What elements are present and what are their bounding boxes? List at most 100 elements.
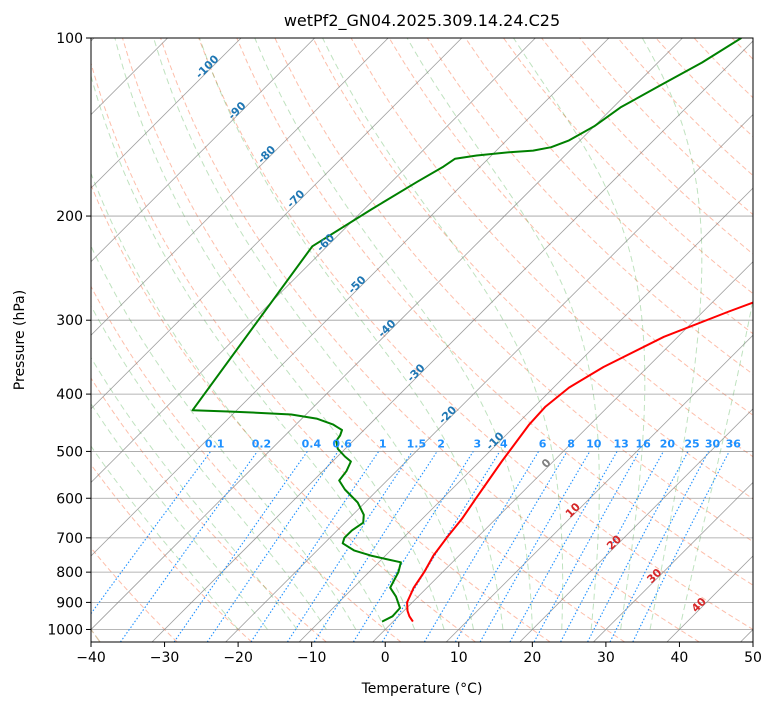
- moist-adiabat-line: [91, 305, 327, 630]
- mixing-ratio-line: [119, 451, 258, 642]
- x-tick-label: 50: [744, 650, 762, 666]
- moist-adiabat-line: [91, 172, 386, 630]
- mixing-ratio-line: [533, 451, 640, 642]
- isotherm-line: [225, 114, 753, 642]
- y-tick-label: 700: [56, 531, 83, 547]
- mixing-ratio-label: 16: [636, 437, 652, 450]
- background-grid: [91, 38, 753, 642]
- x-tick-label: 30: [597, 650, 615, 666]
- x-tick-label: −30: [150, 650, 180, 666]
- isotherm-line: [91, 38, 242, 189]
- mixing-ratio-label: 0.4: [302, 437, 322, 450]
- mixing-ratio-line: [632, 451, 730, 642]
- moist-adiabat-line: [678, 297, 753, 630]
- mixing-ratio-line: [587, 451, 689, 642]
- mixing-ratio-line: [250, 451, 380, 642]
- y-tick-label: 1000: [47, 622, 83, 638]
- mixing-ratio-label: 36: [726, 437, 742, 450]
- isotherm-line: [298, 187, 753, 642]
- y-tick-label: 300: [56, 313, 83, 329]
- dry-adiabat-line: [236, 38, 753, 586]
- mixing-ratio-line: [560, 451, 664, 642]
- mixing-ratio-line: [509, 451, 618, 642]
- isotherm-line: [372, 261, 753, 642]
- moist-adiabat-line: [199, 38, 504, 630]
- y-tick-label: 100: [56, 31, 83, 47]
- y-tick-label: 200: [56, 209, 83, 225]
- mixing-ratio-line: [609, 451, 709, 642]
- moist-adiabat-line: [91, 244, 357, 630]
- moist-adiabat-line: [91, 402, 268, 630]
- dewpoint-profile-line: [191, 38, 742, 623]
- y-tick-label: 900: [56, 595, 83, 611]
- moist-adiabat-line: [91, 74, 416, 630]
- moist-adiabat-line: [641, 38, 703, 630]
- isotherm-line: [445, 334, 753, 642]
- moist-adiabat-line: [114, 38, 445, 630]
- isotherm-line: [91, 38, 610, 557]
- axes: −40 −30 −20 −10 0 10 20 30 40 50 1000 900 800 700 600 5…: [47, 31, 762, 666]
- isotherm-line: [91, 38, 536, 483]
- dry-adiabat-line: [388, 38, 753, 416]
- mixing-ratio-line: [286, 451, 413, 642]
- mixing-ratio-line: [313, 451, 438, 642]
- mixing-ratio-label: 1: [379, 437, 387, 450]
- dry-adiabat-line: [122, 38, 625, 642]
- y-tick-label: 500: [56, 444, 83, 460]
- mixing-ratio-line: [91, 451, 212, 615]
- dry-adiabat-line: [503, 38, 753, 295]
- y-tick-label: 600: [56, 491, 83, 507]
- moist-adiabat-line: [91, 356, 298, 630]
- temperature-profile-line: [406, 301, 753, 623]
- x-tick-label: 20: [523, 650, 541, 666]
- mixing-ratio-label: 30: [705, 437, 721, 450]
- moist-adiabat-line: [322, 38, 564, 630]
- dry-adiabat-line: [312, 38, 753, 500]
- x-axis-label: Temperature (°C): [361, 681, 483, 697]
- mixing-ratio-label: 4: [500, 437, 508, 450]
- dry-adiabat-line: [91, 183, 476, 642]
- mixing-ratio-label: 25: [684, 437, 699, 450]
- y-tick-label: 400: [56, 387, 83, 403]
- mixing-ratio-label: 0.6: [332, 437, 352, 450]
- mixing-ratio-line: [423, 451, 540, 642]
- moist-adiabat-line: [91, 445, 239, 630]
- x-tick-label: 40: [671, 650, 689, 666]
- isotherm-line: [519, 408, 753, 642]
- profile-series: [191, 38, 753, 623]
- moist-adiabat-line: [254, 38, 533, 630]
- moist-adiabat-line: [513, 38, 646, 630]
- moist-adiabat-line: [406, 38, 600, 630]
- dry-adiabat-line: [91, 547, 178, 642]
- mixing-ratio-line: [173, 451, 308, 642]
- isotherm-line: [91, 38, 389, 336]
- chart-title: wetPf2_GN04.2025.309.14.24.C25: [284, 11, 560, 31]
- dry-adiabat-line: [464, 38, 753, 335]
- mixing-ratio-label: 0.1: [205, 437, 225, 450]
- isotherm-line: [151, 40, 753, 642]
- mixing-ratio-line: [206, 451, 339, 642]
- isotherm-line: [593, 481, 753, 642]
- mixing-ratio-label: 6: [539, 437, 547, 450]
- dry-adiabat-line: [91, 377, 327, 642]
- mixing-ratio-label: 8: [567, 437, 575, 450]
- isotherm-line: [91, 38, 315, 263]
- mixing-ratio-label: 3: [473, 437, 481, 450]
- y-tick-label: 800: [56, 565, 83, 581]
- mixing-ratio-label: 2: [437, 437, 445, 450]
- mixing-ratio-line: [352, 451, 474, 642]
- mixing-ratio-label: 13: [613, 437, 628, 450]
- mixing-ratio-label: 10: [586, 437, 602, 450]
- plot-frame: [90, 37, 754, 643]
- mixing-ratio-label: 0.2: [252, 437, 272, 450]
- mixing-ratio-label: 1.5: [407, 437, 427, 450]
- x-tick-label: 10: [450, 650, 468, 666]
- x-tick-label: −10: [297, 650, 327, 666]
- x-tick-label: 0: [381, 650, 390, 666]
- dry-adiabat-line: [198, 38, 753, 631]
- dry-adiabat-line: [91, 61, 551, 642]
- moist-adiabat-line: [153, 38, 474, 630]
- mixing-ratio-label: 20: [660, 437, 676, 450]
